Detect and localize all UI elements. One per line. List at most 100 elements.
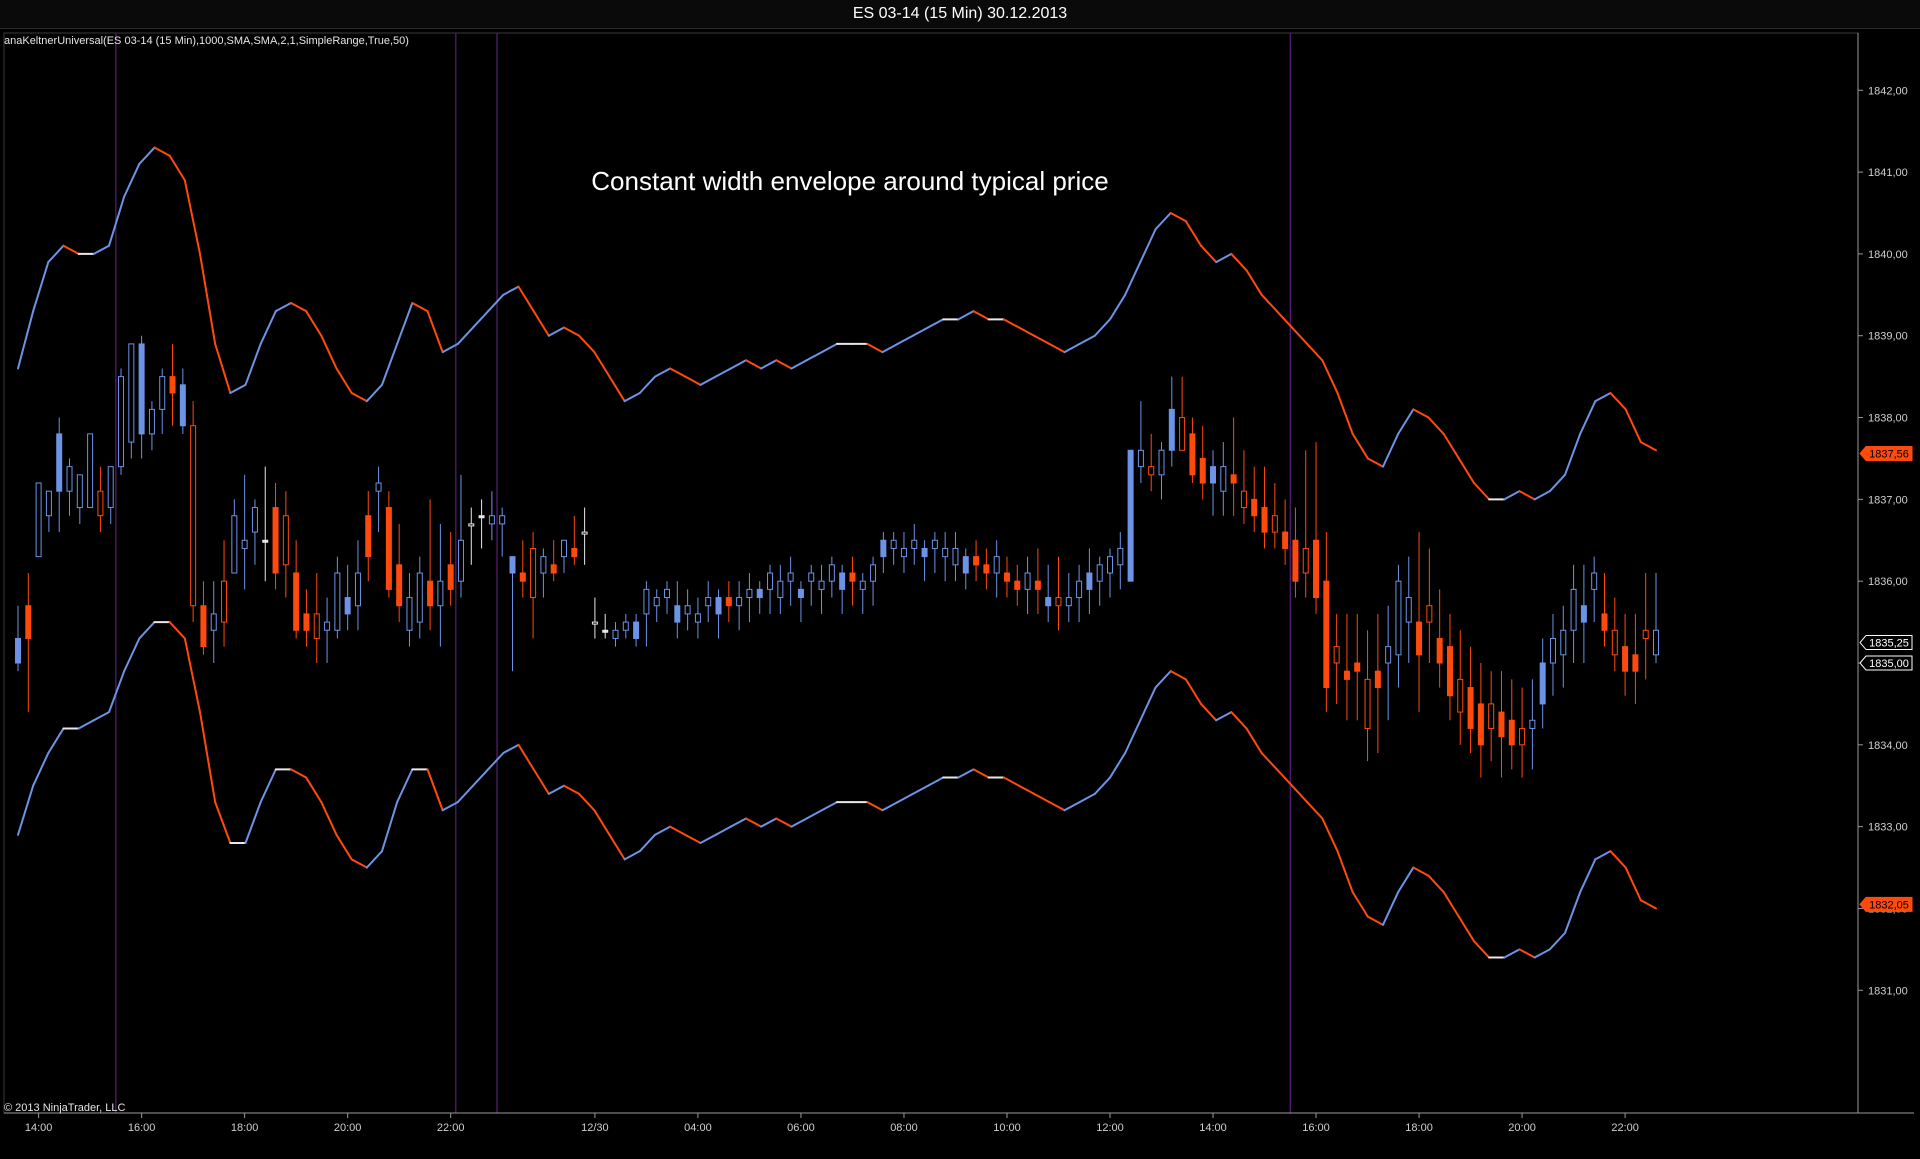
lower-band-segment [1154,670,1172,689]
price-marker-label: 1835,00 [1869,658,1909,670]
candle-body [684,605,691,615]
candle-body [262,539,269,543]
upper-band-segment [1321,359,1339,394]
upper-band-segment [123,162,141,198]
lower-band-segment [1442,891,1460,918]
lower-band-segment [1306,801,1324,820]
lower-band-segment [244,801,262,844]
upper-band-segment [335,367,353,394]
candle-body [767,572,774,590]
lower-band-segment [1351,891,1369,918]
candle-body [97,490,104,517]
candle-body [993,556,1000,574]
candle-body [622,621,629,631]
lower-band-segment [1200,702,1218,722]
candle-body [1416,621,1423,656]
candle-body [210,613,217,631]
copyright-text: © 2013 NinjaTrader, LLC [4,1102,125,1114]
lower-band-segment [1397,866,1415,894]
candle-body [1251,498,1258,517]
lower-band-segment [365,850,383,869]
lower-band-segment [699,833,717,844]
lower-band-segment [214,801,232,844]
upper-band-segment [866,342,884,354]
candle-body [118,376,125,468]
lower-band-segment [638,833,656,853]
upper-band-segment [669,367,687,378]
upper-band-segment [62,244,80,255]
lower-band-segment [47,727,65,754]
upper-band-segment [1382,432,1400,468]
upper-band-segment [199,252,217,345]
candle-body [107,466,114,509]
candle-body [457,539,464,582]
lower-band-segment [472,768,490,787]
upper-band-segment [168,154,186,182]
x-tick-label: 22:00 [437,1122,465,1134]
lower-band-segment [805,809,823,820]
lower-band-segment [92,711,110,722]
upper-band-segment [290,302,308,313]
x-tick-label: 16:00 [1302,1122,1330,1134]
window-title: ES 03-14 (15 Min) 30.12.2013 [0,0,1920,29]
candle-body [1065,597,1072,607]
candle-body [550,564,557,574]
candle-body [1014,580,1021,590]
upper-band-segment [1109,293,1127,321]
lower-band-segment [77,719,95,730]
price-marker-label: 1832,05 [1869,899,1909,911]
upper-band-segment [1336,392,1354,435]
lower-band-segment [760,817,778,828]
candle-body [1034,580,1041,590]
lower-band-segment [866,801,884,812]
lower-band-segment [441,801,459,812]
y-tick-label: 1839,00 [1868,331,1908,343]
candle-body [973,556,980,566]
y-tick-label: 1831,00 [1868,985,1908,997]
upper-band-segment [1018,326,1036,337]
candle-body [1117,547,1124,566]
candle-body [509,556,516,574]
lower-band-segment [456,784,474,804]
candle-body [664,588,671,599]
x-tick-label: 08:00 [890,1122,918,1134]
candle-body [87,433,94,509]
upper-band-segment [654,367,672,378]
candle-body [602,629,609,633]
lower-band-segment [168,621,186,640]
candle-body [231,515,238,574]
upper-band-segment [1366,457,1384,468]
candle-body [241,539,248,549]
candle-body [561,539,567,558]
candle-body [1436,637,1443,664]
upper-band-segment [911,326,929,337]
candle-body [725,597,732,607]
candle-body [396,564,403,607]
candle-body [983,564,990,574]
lower-band-segment [1215,711,1233,722]
upper-band-segment [1002,318,1020,329]
candle-body [1488,703,1495,729]
candle-body [1003,572,1010,582]
candle-body [1137,449,1144,468]
lower-band-segment [123,637,141,673]
upper-band-segment [381,342,399,386]
x-tick-label: 14:00 [1199,1122,1227,1134]
x-tick-label: 22:00 [1611,1122,1639,1134]
candle-body [1539,662,1546,705]
upper-band-segment [305,310,323,337]
upper-band-segment [320,334,338,370]
lower-band-segment [183,637,201,714]
upper-band-segment [684,375,702,386]
candle-body [251,507,258,533]
upper-band-segment [881,342,899,354]
y-tick-label: 1842,00 [1868,85,1908,97]
candle-body [1282,531,1289,549]
upper-band-segment [1154,212,1172,231]
y-tick-label: 1834,00 [1868,740,1908,752]
candle-body [1333,646,1340,664]
upper-band-segment [1518,490,1536,501]
candle-body [1210,466,1217,484]
candle-body [1405,597,1412,623]
